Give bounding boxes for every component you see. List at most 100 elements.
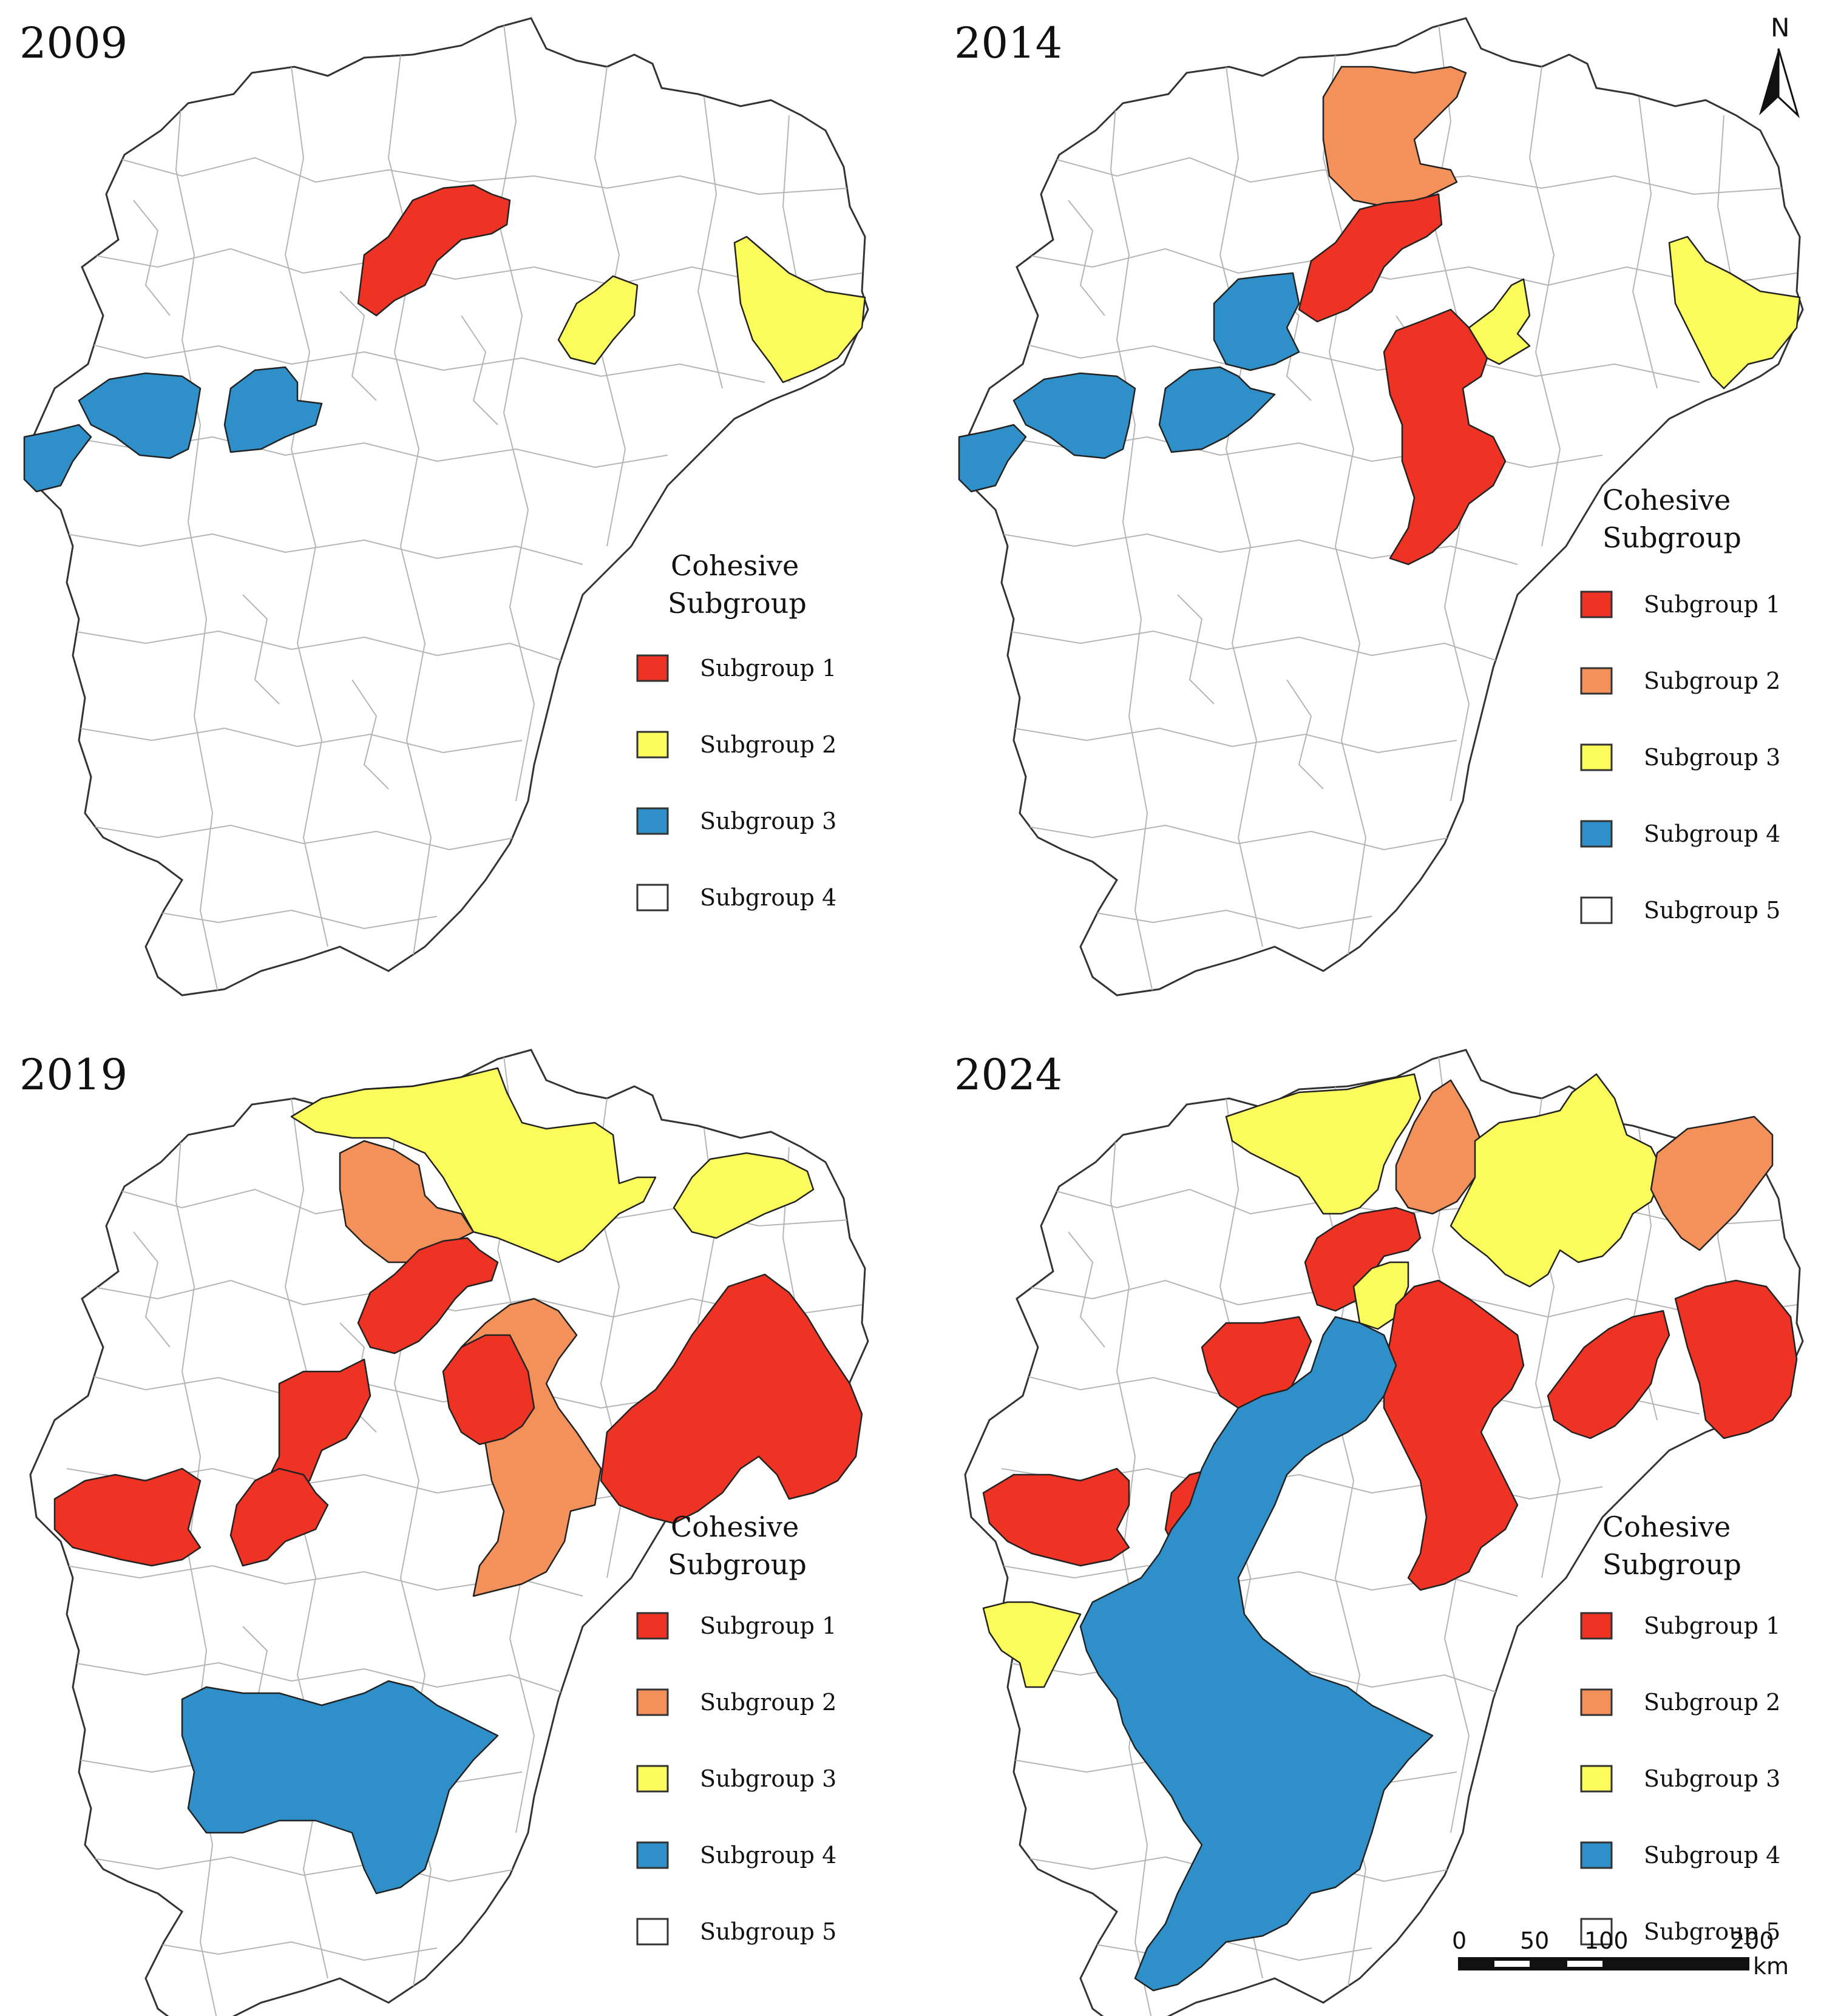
county-subgroup-1 xyxy=(1383,308,1507,566)
county-subgroup-1 xyxy=(53,1467,202,1567)
scale-tick-100: 100 xyxy=(1584,1927,1629,1954)
north-arrow-left-half xyxy=(1759,49,1779,115)
county-subgroup-2 xyxy=(339,1140,475,1263)
scale-tick-50: 50 xyxy=(1520,1927,1549,1954)
county-subgroup-1 xyxy=(1298,193,1443,323)
legend-swatch xyxy=(1580,667,1613,695)
panel-2024: 2024 Cohesive Subgroup Subgroup 1 Subgrou… xyxy=(954,1049,1804,2016)
legend-label: Subgroup 4 xyxy=(700,1842,836,1869)
county-subgroup-3 xyxy=(290,1067,657,1263)
legend-swatch xyxy=(1580,1918,1613,1946)
legend-swatch xyxy=(1580,590,1613,618)
panel-2014: 2014 Cohesive Subgroup Subgroup 1 Subgrou… xyxy=(954,13,1804,996)
county-subgroup-1 xyxy=(1304,1206,1422,1312)
county-subgroup-1 xyxy=(357,1237,499,1355)
legend-swatch xyxy=(636,1612,669,1640)
north-arrow-right-half xyxy=(1777,48,1800,118)
legend-label: Subgroup 2 xyxy=(700,1689,836,1716)
year-label: 2014 xyxy=(954,18,1062,68)
legend-swatch xyxy=(636,1918,669,1946)
legend-label: Subgroup 4 xyxy=(1644,820,1780,847)
legend-label: Subgroup 3 xyxy=(700,1765,836,1792)
legend-swatch xyxy=(1580,1841,1613,1869)
county-subgroup-2 xyxy=(557,275,639,365)
county-subgroup-3 xyxy=(223,366,323,453)
legend-label: Subgroup 5 xyxy=(700,1918,836,1945)
province-outline xyxy=(29,17,869,996)
legend-swatch xyxy=(1580,1765,1613,1793)
legend: Cohesive Subgroup Subgroup 1 Subgroup 2 Su… xyxy=(1580,1510,1780,1946)
legend-label: Subgroup 4 xyxy=(700,884,836,911)
scale-tick-0: 0 xyxy=(1452,1927,1467,1954)
county-subgroup-4 xyxy=(181,1680,499,1895)
legend-swatch xyxy=(1580,896,1613,924)
legend-swatch xyxy=(636,807,669,835)
legend-swatch xyxy=(636,1765,669,1793)
scale-tick-200: 200 xyxy=(1730,1927,1774,1954)
county-subgroup-1 xyxy=(1547,1310,1670,1439)
legend-label: Subgroup 1 xyxy=(1644,1612,1780,1639)
legend-swatch xyxy=(1580,1612,1613,1640)
legend-label: Subgroup 1 xyxy=(700,1612,836,1639)
county-subgroup-3 xyxy=(1450,1073,1664,1288)
county-subgroup-1 xyxy=(982,1467,1130,1567)
county-subgroup-1 xyxy=(442,1334,535,1446)
legend-label: Subgroup 5 xyxy=(1644,1918,1780,1945)
panel-2009: 2009 Cohesive Subgroup Subgroup 1 Subgrou… xyxy=(19,17,869,996)
county-subgroup-3 xyxy=(1668,235,1801,390)
legend: Cohesive Subgroup Subgroup 1 Subgroup 2 Su… xyxy=(636,549,836,912)
county-subgroup-1 xyxy=(1201,1316,1312,1409)
legend-swatch xyxy=(1580,1688,1613,1716)
county-subgroup-1 xyxy=(600,1273,863,1524)
legend: Cohesive Subgroup Subgroup 1 Subgroup 2 Su… xyxy=(636,1510,836,1946)
year-label: 2019 xyxy=(19,1050,127,1100)
legend-swatch xyxy=(636,884,669,912)
county-subgroup-1 xyxy=(1383,1279,1525,1591)
county-subgroup-3 xyxy=(673,1152,815,1239)
legend: Cohesive Subgroup Subgroup 1 Subgroup 2 Su… xyxy=(1580,484,1780,924)
legend-label: Subgroup 3 xyxy=(1644,744,1780,771)
legend-swatch xyxy=(1580,743,1613,771)
county-subgroup-4 xyxy=(1213,272,1300,371)
legend-label: Subgroup 1 xyxy=(700,655,836,682)
legend-title-line1: Cohesive xyxy=(1602,484,1731,516)
county-subgroup-3 xyxy=(1468,278,1531,365)
county-subgroup-1 xyxy=(1674,1279,1798,1439)
legend-label: Subgroup 5 xyxy=(1644,897,1780,924)
year-label: 2024 xyxy=(954,1050,1062,1100)
county-subgroup-1 xyxy=(266,1358,371,1494)
county-subgroup-1 xyxy=(229,1467,329,1567)
north-arrow: N xyxy=(1759,13,1800,118)
legend-title-line1: Cohesive xyxy=(671,1510,799,1543)
legend-label: Subgroup 1 xyxy=(1644,591,1780,618)
legend-label: Subgroup 2 xyxy=(700,731,836,758)
county-subgroup-4 xyxy=(1012,372,1136,459)
legend-swatch xyxy=(636,654,669,682)
county-subgroup-4 xyxy=(958,424,1027,493)
scale-bar-body xyxy=(1458,1957,1749,1970)
legend-swatch xyxy=(1580,820,1613,848)
legend-label: Subgroup 3 xyxy=(700,808,836,834)
county-subgroup-3 xyxy=(982,1601,1082,1688)
county-subgroup-1 xyxy=(357,184,511,317)
year-label: 2009 xyxy=(19,18,127,68)
legend-title-line2: Subgroup xyxy=(668,1548,807,1581)
legend-title-line1: Cohesive xyxy=(671,549,799,582)
legend-label: Subgroup 3 xyxy=(1644,1765,1780,1792)
north-label: N xyxy=(1771,13,1789,42)
county-subgroup-4 xyxy=(1158,366,1276,453)
panel-2019: 2019 Cohesive Subgroup Subgroup 1 Subgrou… xyxy=(19,1049,869,2016)
county-subgroup-2 xyxy=(733,235,866,384)
scale-bar-segment xyxy=(1494,1961,1530,1967)
legend-swatch xyxy=(636,731,669,759)
county-subgroup-2 xyxy=(1650,1115,1774,1251)
legend-title-line1: Cohesive xyxy=(1602,1510,1731,1543)
county-subgroup-3 xyxy=(78,372,202,459)
county-subgroup-2 xyxy=(1322,66,1467,208)
county-subgroup-3 xyxy=(1225,1073,1422,1215)
county-subgroup-4 xyxy=(1079,1316,1434,1992)
legend-title-line2: Subgroup xyxy=(668,587,807,620)
scale-unit: km xyxy=(1753,1953,1789,1980)
legend-label: Subgroup 4 xyxy=(1644,1842,1780,1869)
